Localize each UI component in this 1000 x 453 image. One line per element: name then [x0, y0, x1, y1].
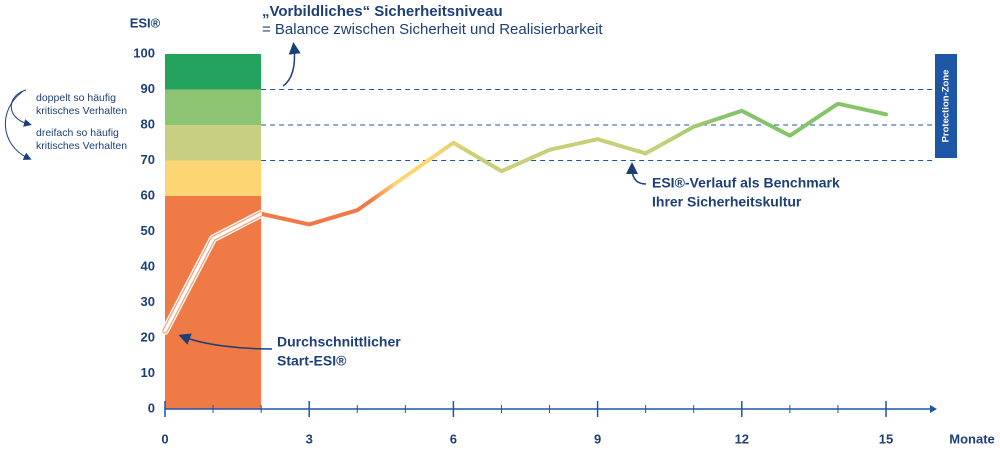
- y-tick-label: 90: [141, 81, 155, 96]
- title: „Vorbildliches“ Sicherheitsniveau: [262, 3, 503, 20]
- x-tick-label: 15: [879, 431, 893, 446]
- arrow: [282, 42, 301, 87]
- zone-band: [165, 54, 262, 90]
- y-tick-label: 30: [141, 294, 155, 309]
- axis-arrow: [930, 405, 937, 413]
- subtitle: = Balance zwischen Sicherheit und Realis…: [262, 21, 603, 38]
- annotation: Start-ESI®: [277, 353, 347, 369]
- x-tick-label: 3: [306, 431, 313, 446]
- annotation: kritisches Verhalten: [36, 105, 127, 117]
- zone-band: [165, 160, 262, 196]
- arrow: [5, 91, 32, 160]
- annotation: ESI®-Verlauf als Benchmark: [652, 175, 840, 191]
- y-tick-label: 70: [141, 152, 155, 167]
- zone-label: Protection-Zone: [941, 70, 952, 143]
- y-tick-label: 40: [141, 258, 155, 273]
- y-tick-label: 100: [133, 45, 155, 60]
- x-tick-label: 0: [161, 431, 168, 446]
- x-axis-label: Monate: [949, 431, 995, 446]
- zone-band: [165, 89, 262, 125]
- plot: 0 10 20 30 40 50 60 70 80 90 100 0 3 6 9 12 15: [133, 45, 937, 446]
- arrow: [10, 89, 32, 127]
- y-tick-label: 10: [141, 365, 155, 380]
- line: [163, 101, 888, 333]
- annotation: kritisches Verhalten: [36, 140, 127, 152]
- x-tick-label: 12: [735, 431, 749, 446]
- y-tick-label: 0: [148, 400, 155, 415]
- y-tick-label: 80: [141, 116, 155, 131]
- zone-box: [935, 54, 957, 158]
- annotation: dreifach so häufig: [36, 127, 119, 139]
- x-tick-label: 9: [594, 431, 601, 446]
- annotation: doppelt so häufig: [36, 92, 116, 104]
- arrow: [626, 162, 647, 185]
- y-tick-label: 50: [141, 223, 155, 238]
- y-tick-label: 60: [141, 187, 155, 202]
- zone-band: [165, 125, 262, 161]
- annotation: Durchschnittlicher: [277, 334, 401, 350]
- y-tick-label: 20: [141, 329, 155, 344]
- annotation: Ihrer Sicherheitskultur: [652, 194, 802, 210]
- x-tick-label: 6: [450, 431, 457, 446]
- y-axis-label: ESI®: [130, 15, 161, 30]
- arrow: [178, 333, 273, 350]
